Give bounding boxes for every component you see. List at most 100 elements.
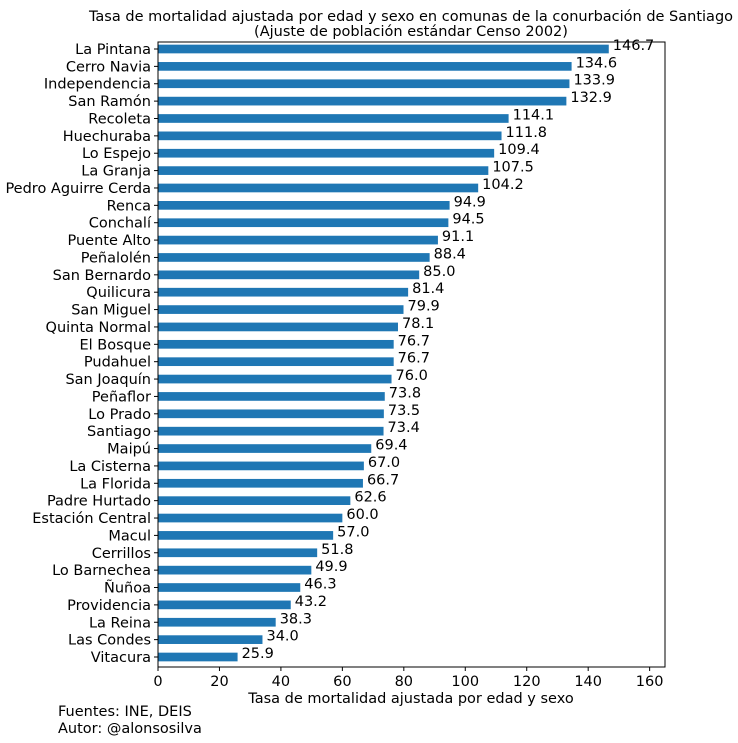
bar: [158, 392, 385, 401]
y-tick-label: Recoleta: [88, 111, 151, 127]
data-label: 104.2: [482, 177, 524, 193]
data-label: 49.9: [315, 559, 347, 575]
bar: [158, 62, 572, 71]
bar: [158, 444, 372, 453]
y-tick-label: Quinta Normal: [46, 320, 151, 336]
y-tick-label: La Granja: [81, 164, 151, 180]
bar: [158, 131, 502, 141]
bar: [158, 253, 430, 262]
y-tick-label: Independencia: [44, 77, 151, 93]
bar: [158, 270, 420, 280]
data-label: 109.4: [498, 142, 540, 158]
bar: [158, 114, 509, 123]
plot-frame: [157, 41, 666, 668]
bar: [158, 374, 392, 384]
data-label: 76.7: [398, 351, 430, 367]
x-tick-label: 40: [272, 674, 290, 690]
bar: [158, 44, 609, 54]
data-label: 43.2: [295, 594, 327, 610]
data-label: 34.0: [266, 629, 298, 645]
y-tick-label: La Pintana: [75, 42, 151, 58]
bar: [158, 79, 570, 89]
x-tick-label: 0: [153, 674, 162, 690]
bar: [158, 496, 351, 505]
y-tick-label: Conchalí: [89, 216, 152, 232]
y-tick-label: San Ramón: [68, 94, 151, 110]
data-label: 67.0: [368, 455, 400, 471]
y-tick-label: La Reina: [89, 615, 151, 631]
bar: [158, 166, 489, 175]
bar: [158, 513, 343, 523]
data-label: 88.4: [434, 246, 466, 262]
data-label: 76.0: [396, 368, 428, 384]
y-tick-label: Cerro Navia: [66, 59, 151, 75]
data-label: 111.8: [506, 125, 548, 141]
x-tick-label: 100: [451, 674, 479, 690]
y-tick-label: Ñuñoa: [104, 580, 151, 597]
x-tick-label: 60: [333, 674, 351, 690]
data-label: 73.8: [389, 385, 421, 401]
data-label: 107.5: [492, 160, 534, 176]
bar: [158, 305, 404, 314]
data-label: 134.6: [576, 55, 618, 71]
data-label: 146.7: [613, 38, 655, 54]
y-tick-label: Santiago: [87, 424, 151, 440]
bar: [158, 652, 238, 662]
data-label: 76.7: [398, 333, 430, 349]
bar: [158, 426, 384, 436]
y-tick-label: Macul: [108, 528, 151, 544]
bar: [158, 183, 479, 193]
bar: [158, 357, 394, 367]
bar: [158, 583, 301, 592]
bar: [158, 635, 263, 644]
data-label: 91.1: [442, 229, 474, 245]
data-label: 94.9: [454, 194, 486, 210]
data-label: 69.4: [375, 438, 407, 454]
y-tick-label: San Miguel: [71, 303, 151, 319]
bar: [158, 339, 394, 349]
data-label: 132.9: [570, 90, 612, 106]
bar: [158, 409, 384, 419]
y-tick-label: Estación Central: [32, 511, 151, 527]
x-tick-label: 160: [636, 674, 664, 690]
bar: [158, 617, 276, 627]
x-axis-ticks: 0 20 40 60 80 100 120 140 160: [153, 667, 663, 690]
bar: [158, 600, 291, 610]
data-label: 51.8: [321, 542, 353, 558]
x-tick-label: 120: [513, 674, 541, 690]
y-tick-label: Puente Alto: [67, 233, 151, 249]
data-label: 38.3: [280, 611, 312, 627]
bar: [158, 548, 318, 558]
x-tick-label: 80: [395, 674, 413, 690]
bar: [158, 235, 438, 245]
y-tick-label: San Bernardo: [53, 268, 151, 284]
bars-group: [158, 44, 609, 662]
bar: [158, 201, 450, 210]
y-tick-label: La Florida: [80, 476, 151, 492]
y-tick-label: Lo Barnechea: [52, 563, 151, 579]
y-tick-label: La Cisterna: [69, 459, 151, 475]
y-tick-label: Huechuraba: [63, 129, 151, 145]
bar: [158, 478, 363, 488]
data-label: 81.4: [412, 281, 444, 297]
data-label: 114.1: [513, 107, 555, 123]
bar: [158, 531, 334, 540]
data-label: 85.0: [423, 264, 455, 280]
x-tick-label: 140: [574, 674, 602, 690]
y-tick-label: El Bosque: [80, 337, 152, 353]
y-tick-label: Pudahuel: [84, 355, 151, 371]
bar: [158, 148, 495, 158]
y-tick-label: San Joaquín: [65, 372, 151, 388]
data-label: 25.9: [242, 646, 274, 662]
bar: [158, 322, 398, 332]
y-tick-label: Lo Espejo: [82, 146, 151, 162]
bar: [158, 287, 409, 297]
data-label: 133.9: [573, 73, 615, 89]
y-tick-label: Cerrillos: [92, 546, 151, 562]
data-label: 78.1: [402, 316, 434, 332]
y-tick-label: Renca: [107, 198, 151, 214]
y-tick-label: Vitacura: [91, 650, 151, 666]
data-label: 79.9: [408, 299, 440, 315]
bar: [158, 218, 449, 228]
